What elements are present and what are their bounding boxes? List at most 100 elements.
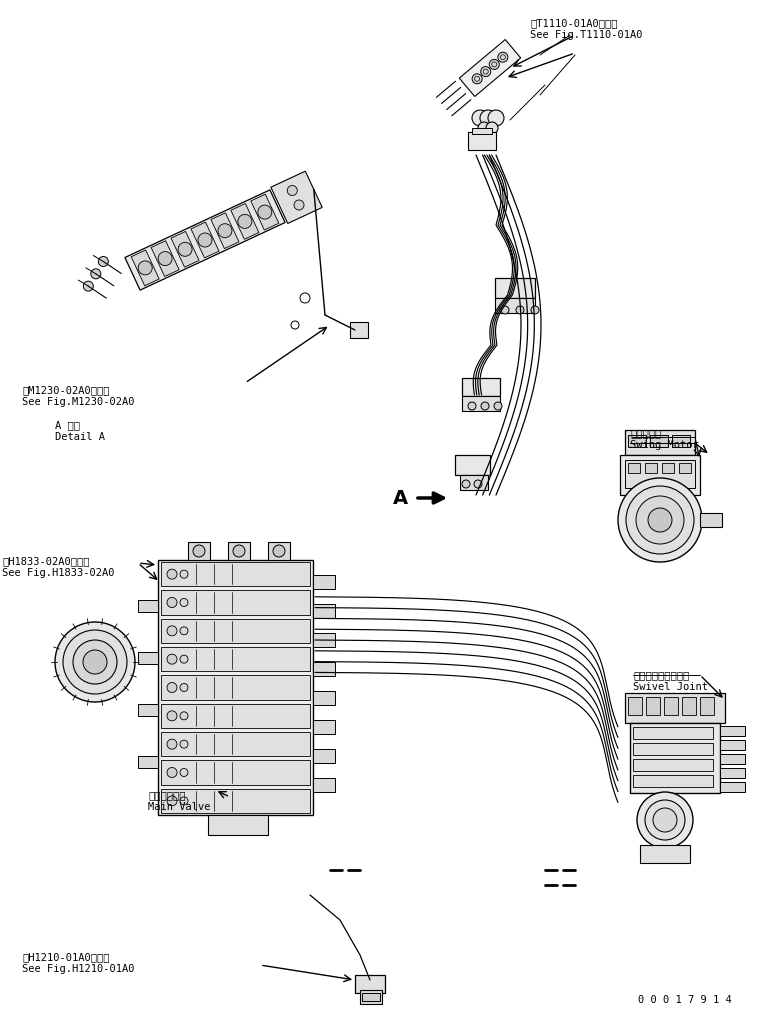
Circle shape xyxy=(180,797,188,805)
Polygon shape xyxy=(251,195,279,230)
Circle shape xyxy=(653,808,677,832)
Circle shape xyxy=(167,767,177,777)
Circle shape xyxy=(180,655,188,663)
Circle shape xyxy=(55,622,135,702)
Circle shape xyxy=(180,712,188,719)
Bar xyxy=(268,542,290,560)
Bar xyxy=(630,723,720,793)
Circle shape xyxy=(138,261,152,275)
Circle shape xyxy=(180,740,188,748)
Circle shape xyxy=(489,59,499,69)
Bar xyxy=(682,697,696,715)
Bar xyxy=(138,756,158,768)
Circle shape xyxy=(288,185,298,196)
Text: 第H1210-01A0図参照
See Fig.H1210-01A0: 第H1210-01A0図参照 See Fig.H1210-01A0 xyxy=(22,952,135,973)
Bar xyxy=(313,691,335,705)
Circle shape xyxy=(618,478,702,562)
Circle shape xyxy=(462,480,470,488)
Bar xyxy=(628,435,646,447)
Circle shape xyxy=(180,627,188,635)
Polygon shape xyxy=(271,171,322,223)
Bar xyxy=(720,740,745,750)
Bar xyxy=(161,619,310,643)
Bar xyxy=(720,782,745,792)
Polygon shape xyxy=(211,213,239,249)
Text: 第M1230-02A0図参照
See Fig.M1230-02A0: 第M1230-02A0図参照 See Fig.M1230-02A0 xyxy=(22,385,135,407)
Bar xyxy=(228,542,250,560)
Circle shape xyxy=(480,110,496,126)
Bar xyxy=(720,768,745,777)
Text: A 詳細
Detail A: A 詳細 Detail A xyxy=(55,420,105,441)
Circle shape xyxy=(645,800,685,840)
Bar xyxy=(720,726,745,736)
Bar xyxy=(138,704,158,716)
Bar xyxy=(650,435,668,447)
Bar xyxy=(161,676,310,700)
Bar xyxy=(495,278,535,298)
Text: 旋回モータ
Swing Motor: 旋回モータ Swing Motor xyxy=(630,428,699,449)
Text: 0 0 0 1 7 9 1 4: 0 0 0 1 7 9 1 4 xyxy=(638,995,732,1005)
Bar xyxy=(646,697,660,715)
Bar xyxy=(462,396,500,411)
Circle shape xyxy=(83,281,93,291)
Circle shape xyxy=(98,257,108,267)
Bar xyxy=(628,697,642,715)
Circle shape xyxy=(531,306,539,314)
Bar xyxy=(645,463,657,473)
Bar xyxy=(700,513,722,527)
Bar xyxy=(313,720,335,734)
Bar xyxy=(633,743,713,755)
Circle shape xyxy=(198,233,212,247)
Circle shape xyxy=(472,110,488,126)
Bar xyxy=(313,575,335,589)
Circle shape xyxy=(294,200,304,210)
Circle shape xyxy=(167,739,177,749)
Bar xyxy=(161,789,310,813)
Bar xyxy=(362,993,380,1001)
Circle shape xyxy=(180,571,188,578)
Bar xyxy=(462,378,500,396)
Text: 第H1833-02A0図参照
See Fig.H1833-02A0: 第H1833-02A0図参照 See Fig.H1833-02A0 xyxy=(2,556,115,578)
Circle shape xyxy=(468,403,476,410)
Bar xyxy=(495,298,535,313)
Circle shape xyxy=(273,545,285,557)
Bar xyxy=(313,604,335,618)
Bar xyxy=(662,463,674,473)
Circle shape xyxy=(218,224,232,237)
Circle shape xyxy=(91,269,101,279)
Circle shape xyxy=(180,598,188,606)
Bar xyxy=(313,777,335,792)
Circle shape xyxy=(83,650,107,674)
Circle shape xyxy=(481,403,489,410)
Circle shape xyxy=(167,683,177,693)
Bar xyxy=(700,697,714,715)
Bar xyxy=(355,975,385,993)
Circle shape xyxy=(238,214,252,228)
Circle shape xyxy=(193,545,205,557)
Bar xyxy=(620,455,700,495)
Circle shape xyxy=(180,768,188,776)
Bar xyxy=(350,322,368,338)
Polygon shape xyxy=(125,190,285,290)
Circle shape xyxy=(637,792,693,848)
Bar xyxy=(625,430,695,455)
Polygon shape xyxy=(459,40,521,97)
Bar xyxy=(161,732,310,756)
Bar xyxy=(313,662,335,676)
Circle shape xyxy=(158,252,172,266)
Circle shape xyxy=(180,684,188,692)
Polygon shape xyxy=(191,222,219,258)
Bar xyxy=(679,463,691,473)
Bar xyxy=(628,463,640,473)
Circle shape xyxy=(258,205,271,219)
Polygon shape xyxy=(131,250,159,285)
Circle shape xyxy=(63,630,127,694)
Circle shape xyxy=(472,73,482,84)
Circle shape xyxy=(233,545,245,557)
Circle shape xyxy=(486,122,498,135)
Text: 第T1110-01A0図参照
See Fig.T1110-01A0: 第T1110-01A0図参照 See Fig.T1110-01A0 xyxy=(530,18,643,40)
Circle shape xyxy=(636,496,684,544)
Text: メインバルブ
Main Valve: メインバルブ Main Valve xyxy=(148,790,211,811)
Circle shape xyxy=(498,52,508,62)
Polygon shape xyxy=(151,240,179,276)
